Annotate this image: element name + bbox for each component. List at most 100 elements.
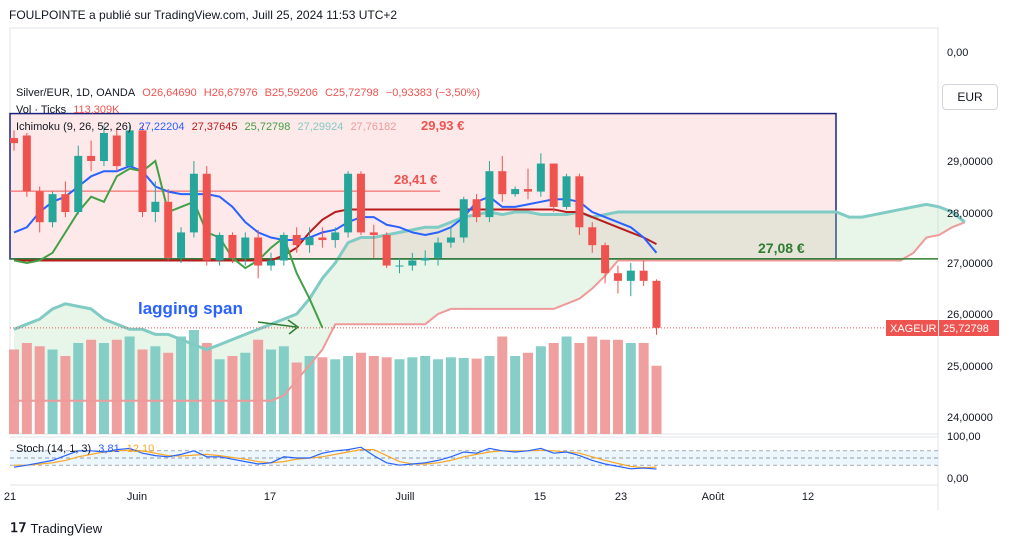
volume-bar: [458, 357, 469, 434]
volume-bar: [253, 339, 264, 434]
price-tick-label: 24,00000: [947, 412, 993, 424]
volume-bar: [278, 346, 289, 434]
candle-body: [87, 155, 96, 161]
volume-value: 113,309K: [73, 104, 120, 116]
candle-body: [292, 234, 301, 246]
volume-bar: [535, 346, 546, 434]
legend-close: C25,72798: [324, 87, 379, 99]
last-price-value: 25,72798: [943, 323, 989, 335]
volume-bar: [9, 349, 19, 434]
annotation-support: 27,08 €: [758, 240, 805, 256]
volume-bar: [214, 359, 225, 434]
candle-body: [408, 260, 417, 266]
candle-body: [99, 132, 108, 161]
volume-bar: [420, 356, 431, 434]
candle-body: [164, 201, 173, 258]
candle-body: [601, 245, 610, 274]
candle-body: [22, 135, 31, 192]
candle-body: [177, 232, 186, 258]
candle-body: [395, 265, 404, 267]
time-tick-label: 15: [534, 491, 546, 503]
candle-body: [112, 135, 121, 167]
volume-bar: [471, 358, 482, 434]
candle-body: [254, 237, 263, 266]
candle-body: [369, 232, 378, 235]
volume-bar: [445, 357, 456, 434]
candle-body: [151, 201, 160, 212]
candle-body: [498, 171, 507, 195]
candle-body: [562, 176, 571, 207]
price-tick-label: 25,00000: [947, 361, 993, 373]
volume-bar: [587, 336, 598, 434]
candle-body: [613, 273, 622, 281]
volume-bar: [368, 356, 379, 434]
ichimoku-spanA-value: 27,29924: [297, 121, 344, 133]
ichimoku-label: Ichimoku (9, 26, 52, 26): [16, 121, 132, 133]
volume-bar: [86, 339, 97, 434]
candle-body: [485, 171, 494, 218]
candle-body: [202, 173, 211, 261]
time-tick-label: Juin: [127, 491, 147, 503]
legend-change: −0,93383 (−3,50%): [385, 87, 481, 99]
candle-body: [35, 191, 44, 223]
footer-brand: TradingView: [30, 520, 103, 536]
annotation-lagging-span: lagging span: [138, 299, 243, 318]
publisher-header: FOULPOINTE a publié sur TradingView.com,…: [9, 8, 398, 22]
candle-body: [446, 237, 455, 243]
candle-body: [536, 163, 545, 192]
price-tick-label: 26,00000: [947, 309, 993, 321]
time-tick-label: Août: [702, 491, 725, 503]
time-tick-label: 12: [802, 491, 814, 503]
stoch-k-line: [13, 446, 657, 470]
time-tick-label: 23: [615, 491, 627, 503]
candle-body: [215, 234, 224, 261]
legend-high: H26,67976: [203, 87, 258, 99]
volume-bar: [304, 356, 315, 434]
ichimoku-lagging-value: 25,72798: [244, 121, 291, 133]
volume-bar: [355, 352, 366, 434]
volume-bar: [137, 349, 148, 434]
volume-bar: [240, 352, 251, 434]
price-tick-label: 29,00000: [947, 156, 993, 168]
time-tick-label: 21: [4, 491, 16, 503]
volume-bar: [98, 343, 109, 434]
candle-body: [626, 270, 635, 281]
stoch-k-value: 3,81: [98, 443, 120, 455]
volume-bar: [34, 346, 45, 434]
candle-body: [434, 242, 443, 258]
volume-bar: [638, 343, 649, 434]
ichimoku-cloud: [14, 204, 965, 401]
candle-body: [382, 234, 391, 266]
volume-bar: [201, 343, 212, 434]
volume-bar: [330, 359, 341, 434]
candle-body: [344, 173, 353, 233]
volume-bar: [343, 356, 354, 434]
volume-bar: [266, 349, 276, 434]
volume-bar: [625, 343, 636, 434]
last-price-symbol-tag: [886, 320, 938, 336]
volume-bar: [21, 343, 32, 434]
volume-bar: [111, 339, 122, 434]
stoch-label: Stoch (14, 1, 3): [16, 443, 92, 455]
ichimoku-tenkan-value: 27,22204: [138, 121, 185, 133]
stoch-d-value: 12,10: [126, 443, 155, 455]
volume-bar: [381, 357, 392, 434]
candle-body: [459, 199, 468, 238]
candle-body: [652, 280, 661, 328]
annotation-box-top: 29,93 €: [421, 118, 465, 133]
volume-bar: [612, 339, 623, 434]
price-tick-label: 27,00000: [947, 258, 993, 270]
volume-bar: [317, 357, 328, 434]
volume-bar: [523, 352, 533, 434]
volume-label: Vol · Ticks: [16, 104, 67, 116]
volume-bar: [548, 343, 559, 434]
candle-body: [241, 237, 250, 258]
ichimoku-kijun: [14, 208, 657, 262]
stoch-tick-label: 0,00: [947, 473, 968, 485]
candle-body: [189, 173, 198, 233]
candle-body: [305, 237, 314, 246]
currency-button[interactable]: EUR: [942, 84, 998, 110]
candle-body: [228, 234, 237, 258]
ichimoku-kijun-value: 27,37645: [191, 121, 238, 133]
